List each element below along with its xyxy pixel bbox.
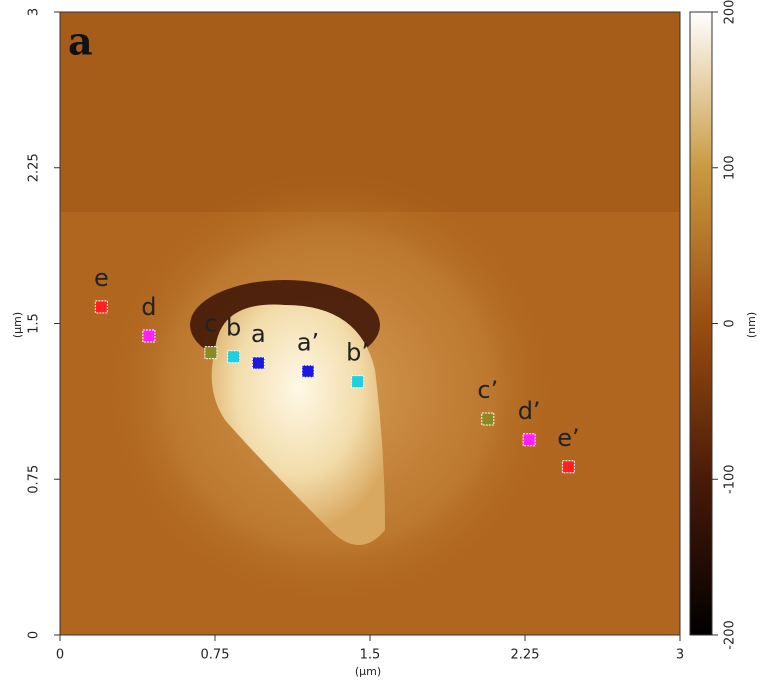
colorbar-tick-label: 0 <box>723 319 738 327</box>
y-tick-label: 3 <box>27 8 42 16</box>
point-label: e <box>94 264 109 292</box>
x-tick-label: 0 <box>56 648 64 663</box>
y-tick-label: 2.25 <box>27 153 42 182</box>
colorbar-tick-label: -200 <box>723 620 738 650</box>
point-label: d <box>141 293 156 321</box>
x-tick-label: 3 <box>676 648 684 663</box>
colorbar <box>690 12 712 635</box>
point-label: c’ <box>477 376 498 404</box>
colorbar-label: (nm) <box>745 312 758 338</box>
x-tick-label: 2.25 <box>511 648 540 663</box>
marker <box>252 357 264 369</box>
afm-image <box>60 12 680 635</box>
marker <box>523 434 535 446</box>
marker <box>302 365 314 377</box>
point-label: a’ <box>297 328 319 356</box>
point-label: e’ <box>557 424 579 452</box>
marker <box>228 351 240 363</box>
colorbar-tick-label: -100 <box>723 464 738 494</box>
x-tick-label: 0.75 <box>201 648 230 663</box>
point-label: b’ <box>346 339 369 367</box>
marker <box>562 461 574 473</box>
y-tick-label: 0 <box>27 631 42 639</box>
figure: a (µm) (µm) (nm) 0 0.75 1.5 2.25 3 0 0.75 1.5 2.… <box>0 0 761 681</box>
point-label: a <box>251 320 266 348</box>
marker <box>352 376 364 388</box>
marker <box>143 330 155 342</box>
marker <box>95 301 107 313</box>
colorbar-tick-label: 100 <box>723 155 738 180</box>
point-label: b <box>226 314 241 342</box>
colorbar-tick-label: 200 <box>723 0 738 24</box>
point-label: d’ <box>518 397 541 425</box>
x-axis-label: (µm) <box>355 665 381 678</box>
marker <box>205 347 217 359</box>
panel-label: a <box>68 19 93 64</box>
y-axis-label: (µm) <box>11 312 24 338</box>
marker <box>482 413 494 425</box>
point-label: c <box>204 310 217 338</box>
y-tick-label: 1.5 <box>27 313 42 334</box>
y-tick-label: 0.75 <box>27 465 42 494</box>
x-tick-label: 1.5 <box>360 648 381 663</box>
